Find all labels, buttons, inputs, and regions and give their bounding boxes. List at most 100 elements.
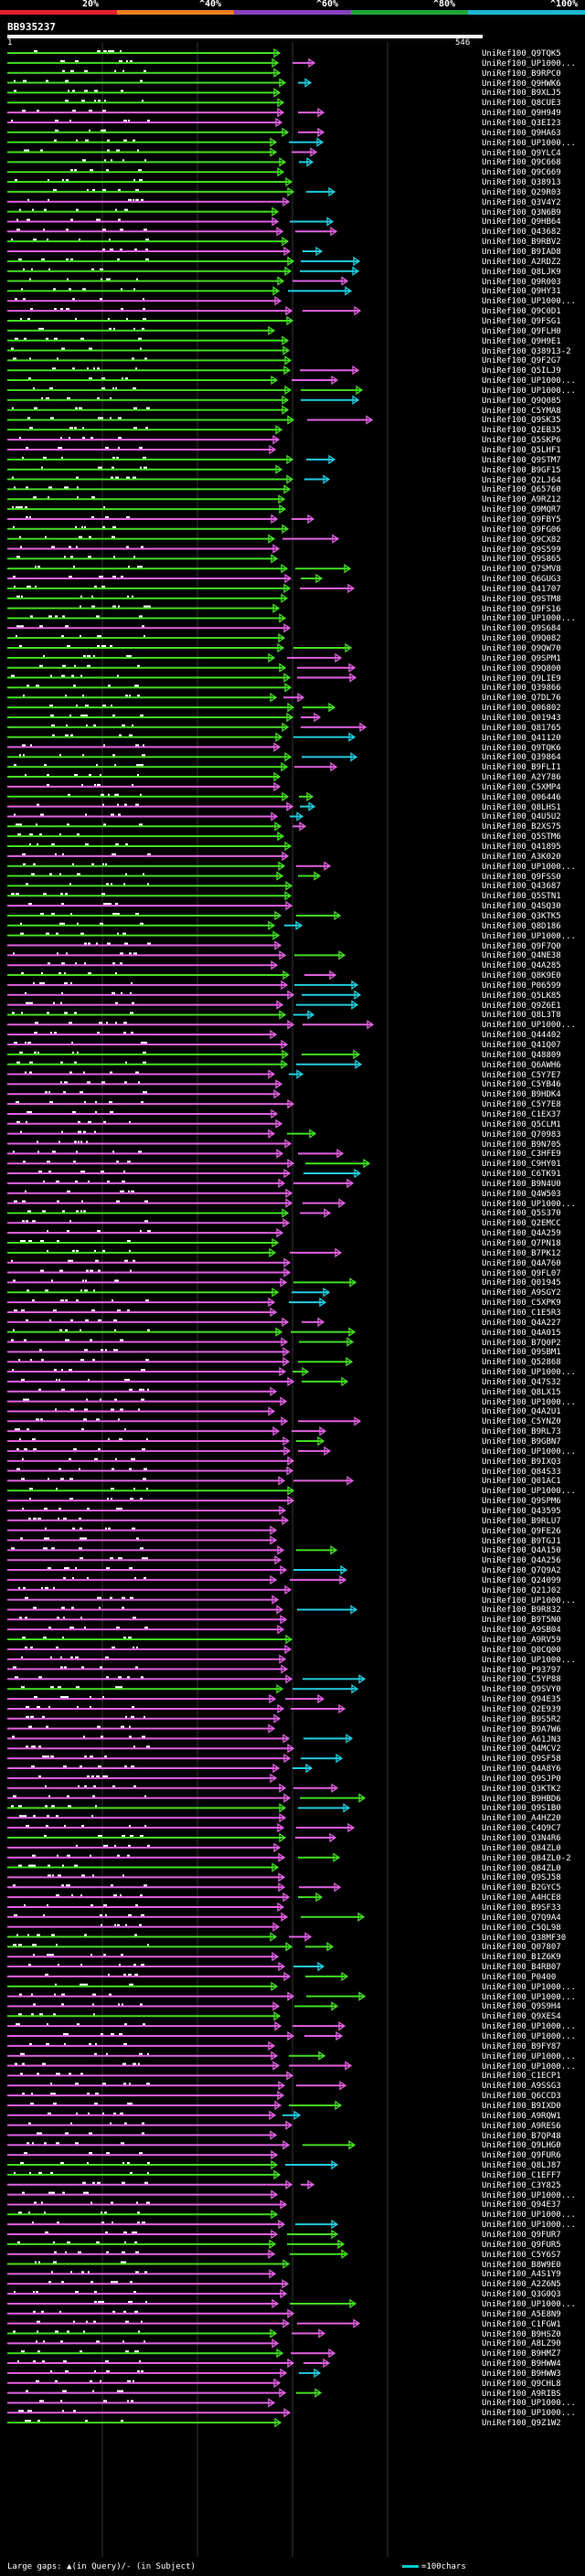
hit-label[interactable]: UniRef100_B7QP48 [482, 2131, 561, 2141]
hit-label[interactable]: UniRef100_Q7PN18 [482, 1239, 561, 1248]
hit-label[interactable]: UniRef100_B7Q0P2 [482, 1338, 561, 1348]
hit-label[interactable]: UniRef100_Q07807 [482, 1943, 561, 1953]
hit-label[interactable]: UniRef100_B9S5R2 [482, 1714, 561, 1724]
hit-label[interactable]: UniRef100_Q5ILJ9 [482, 366, 561, 376]
hit-label[interactable]: UniRef100_Q39864 [482, 753, 561, 763]
hit-label[interactable]: UniRef100_Q5STM6 [482, 832, 561, 843]
hit-label[interactable]: UniRef100_Q9S1B0 [482, 1804, 561, 1814]
hit-label[interactable]: UniRef100_Q9FUR5 [482, 2240, 561, 2250]
hit-label[interactable]: UniRef100_B9FY87 [482, 2041, 561, 2051]
hit-label[interactable]: UniRef100_C5YB46 [482, 1080, 561, 1090]
hit-label[interactable]: UniRef100_Q81765 [482, 723, 561, 733]
hit-label[interactable]: UniRef100_Q41Q07 [482, 1041, 561, 1050]
hit-label[interactable]: UniRef100_Q9R003 [482, 277, 561, 287]
hit-label[interactable]: UniRef100_C5XPK9 [482, 1299, 561, 1309]
hit-label[interactable]: UniRef100_Q94E35 [482, 1695, 561, 1705]
hit-label[interactable]: UniRef100_B7PK12 [482, 1248, 561, 1258]
hit-label[interactable]: UniRef100_A9RV59 [482, 1636, 561, 1645]
hit-label[interactable]: UniRef100_UP1000... [482, 931, 576, 941]
hit-label[interactable]: UniRef100_Q7Q9A2 [482, 1566, 561, 1576]
hit-label[interactable]: UniRef100_UP1000... [482, 2221, 576, 2231]
hit-label[interactable]: UniRef100_Q94E37 [482, 2200, 561, 2210]
hit-label[interactable]: UniRef100_Q01AC1 [482, 1477, 561, 1487]
hit-label[interactable]: UniRef100_A2Y786 [482, 773, 561, 783]
hit-label[interactable]: UniRef100_B9RBV2 [482, 238, 561, 248]
hit-label[interactable]: UniRef100_B9RPC0 [482, 69, 561, 79]
hit-label[interactable]: UniRef100_C5YMA8 [482, 406, 561, 416]
hit-label[interactable]: UniRef100_Q01945 [482, 1278, 561, 1288]
hit-label[interactable]: UniRef100_UP1000... [482, 1655, 576, 1665]
hit-label[interactable]: UniRef100_Q3KTK5 [482, 911, 561, 921]
hit-label[interactable]: UniRef100_Q6AWH6 [482, 1060, 561, 1070]
hit-label[interactable]: UniRef100_Q9F7Q0 [482, 941, 561, 951]
hit-label[interactable]: UniRef100_Q9SJP0 [482, 1774, 561, 1784]
hit-label[interactable]: UniRef100_UP1000... [482, 2210, 576, 2221]
hit-label[interactable]: UniRef100_Q9TQK6 [482, 743, 561, 753]
hit-label[interactable]: UniRef100_Q2EMCC [482, 1219, 561, 1229]
hit-label[interactable]: UniRef100_B8W9E0 [482, 2260, 561, 2270]
hit-label[interactable]: UniRef100_Q9MQR7 [482, 505, 561, 515]
hit-label[interactable]: UniRef100_Q41120 [482, 733, 561, 743]
hit-label[interactable]: UniRef100_Q4A015 [482, 1328, 561, 1338]
hit-label[interactable]: UniRef100_Q9FL07 [482, 1268, 561, 1278]
hit-label[interactable]: UniRef100_B9HSZ0 [482, 2329, 561, 2339]
hit-label[interactable]: UniRef100_B2GYC5 [482, 1883, 561, 1893]
hit-label[interactable]: UniRef100_C1E5R3 [482, 1308, 561, 1318]
hit-label[interactable]: UniRef100_Q6GUG3 [482, 575, 561, 585]
hit-label[interactable]: UniRef100_Q4MCV2 [482, 1744, 561, 1754]
hit-label[interactable]: UniRef100_Q9SPM1 [482, 653, 561, 663]
hit-label[interactable]: UniRef100_Q9FE26 [482, 1526, 561, 1536]
hit-label[interactable]: UniRef100_Q44402 [482, 1031, 561, 1041]
hit-label[interactable]: UniRef100_Q5LHF1 [482, 446, 561, 455]
hit-label[interactable]: UniRef100_Q5STN1 [482, 892, 561, 902]
hit-label[interactable]: UniRef100_Q39866 [482, 684, 561, 694]
hit-label[interactable]: UniRef100_Q9Z1W2 [482, 2419, 561, 2429]
hit-label[interactable]: UniRef100_Q9CX82 [482, 535, 561, 545]
hit-label[interactable]: UniRef100_B9N705 [482, 1140, 561, 1150]
hit-label[interactable]: UniRef100_B1Z6K9 [482, 1953, 561, 1963]
hit-label[interactable]: UniRef100_Q84ZL0 [482, 1863, 561, 1873]
hit-label[interactable]: UniRef100_Q5LK85 [482, 991, 561, 1001]
hit-label[interactable]: UniRef100_B9IAD8 [482, 248, 561, 257]
hit-label[interactable]: UniRef100_Q4A227 [482, 1318, 561, 1328]
hit-label[interactable]: UniRef100_UP1000... [482, 138, 576, 148]
hit-label[interactable]: UniRef100_UP1000... [482, 614, 576, 624]
hit-label[interactable]: UniRef100_Q43682 [482, 228, 561, 238]
hit-label[interactable]: UniRef100_A9RIBS [482, 2389, 561, 2399]
hit-label[interactable]: UniRef100_B4RB07 [482, 1963, 561, 1973]
hit-label[interactable]: UniRef100_Q9LIE9 [482, 673, 561, 684]
hit-label[interactable]: UniRef100_C5YNZ0 [482, 1417, 561, 1427]
hit-label[interactable]: UniRef100_B9HWW4 [482, 2359, 561, 2369]
hit-label[interactable]: UniRef100_Q9CHL8 [482, 2379, 561, 2389]
hit-label[interactable]: UniRef100_B9HWW3 [482, 2369, 561, 2379]
hit-label[interactable]: UniRef100_P0400 [482, 1972, 557, 1982]
hit-label[interactable]: UniRef100_P06599 [482, 981, 561, 991]
hit-label[interactable]: UniRef100_Q24099 [482, 1575, 561, 1585]
hit-label[interactable]: UniRef100_C4Q9C7 [482, 1824, 561, 1834]
hit-label[interactable]: UniRef100_Q9S9H4 [482, 2002, 561, 2012]
hit-label[interactable]: UniRef100_UP1000... [482, 376, 576, 387]
hit-label[interactable]: UniRef100_Q8K9E0 [482, 971, 561, 981]
hit-label[interactable]: UniRef100_Q7Q9A4 [482, 1913, 561, 1923]
hit-label[interactable]: UniRef100_A61JN3 [482, 1734, 561, 1744]
hit-label[interactable]: UniRef100_A4HCE8 [482, 1893, 561, 1903]
hit-label[interactable]: UniRef100_Q9SJ58 [482, 1873, 561, 1883]
hit-label[interactable]: UniRef100_Q9FBY5 [482, 514, 561, 525]
hit-label[interactable]: UniRef100_C1FGW1 [482, 2319, 561, 2329]
hit-label[interactable]: UniRef100_Q3N4R6 [482, 1834, 561, 1843]
hit-label[interactable]: UniRef100_B9T5N0 [482, 1616, 561, 1626]
hit-label[interactable]: UniRef100_A9RZ12 [482, 495, 561, 505]
hit-label[interactable]: UniRef100_Q9C0D1 [482, 307, 561, 317]
hit-label[interactable]: UniRef100_Q5S370 [482, 1209, 561, 1219]
hit-label[interactable]: UniRef100_Q8LJK9 [482, 267, 561, 277]
hit-label[interactable]: UniRef100_P93797 [482, 1665, 561, 1675]
hit-label[interactable]: UniRef100_B9GF15 [482, 465, 561, 475]
hit-label[interactable]: UniRef100_Q9XES4 [482, 2012, 561, 2022]
hit-label[interactable]: UniRef100_UP1000... [482, 2051, 576, 2062]
hit-label[interactable]: UniRef100_A9SB04 [482, 1626, 561, 1636]
hit-label[interactable]: UniRef100_UP1000... [482, 2299, 576, 2309]
hit-label[interactable]: UniRef100_Q65760 [482, 485, 561, 495]
hit-label[interactable]: UniRef100_C1EFF7 [482, 2170, 561, 2180]
hit-label[interactable]: UniRef100_Q06802 [482, 704, 561, 714]
hit-label[interactable]: UniRef100_UP1000... [482, 2190, 576, 2200]
